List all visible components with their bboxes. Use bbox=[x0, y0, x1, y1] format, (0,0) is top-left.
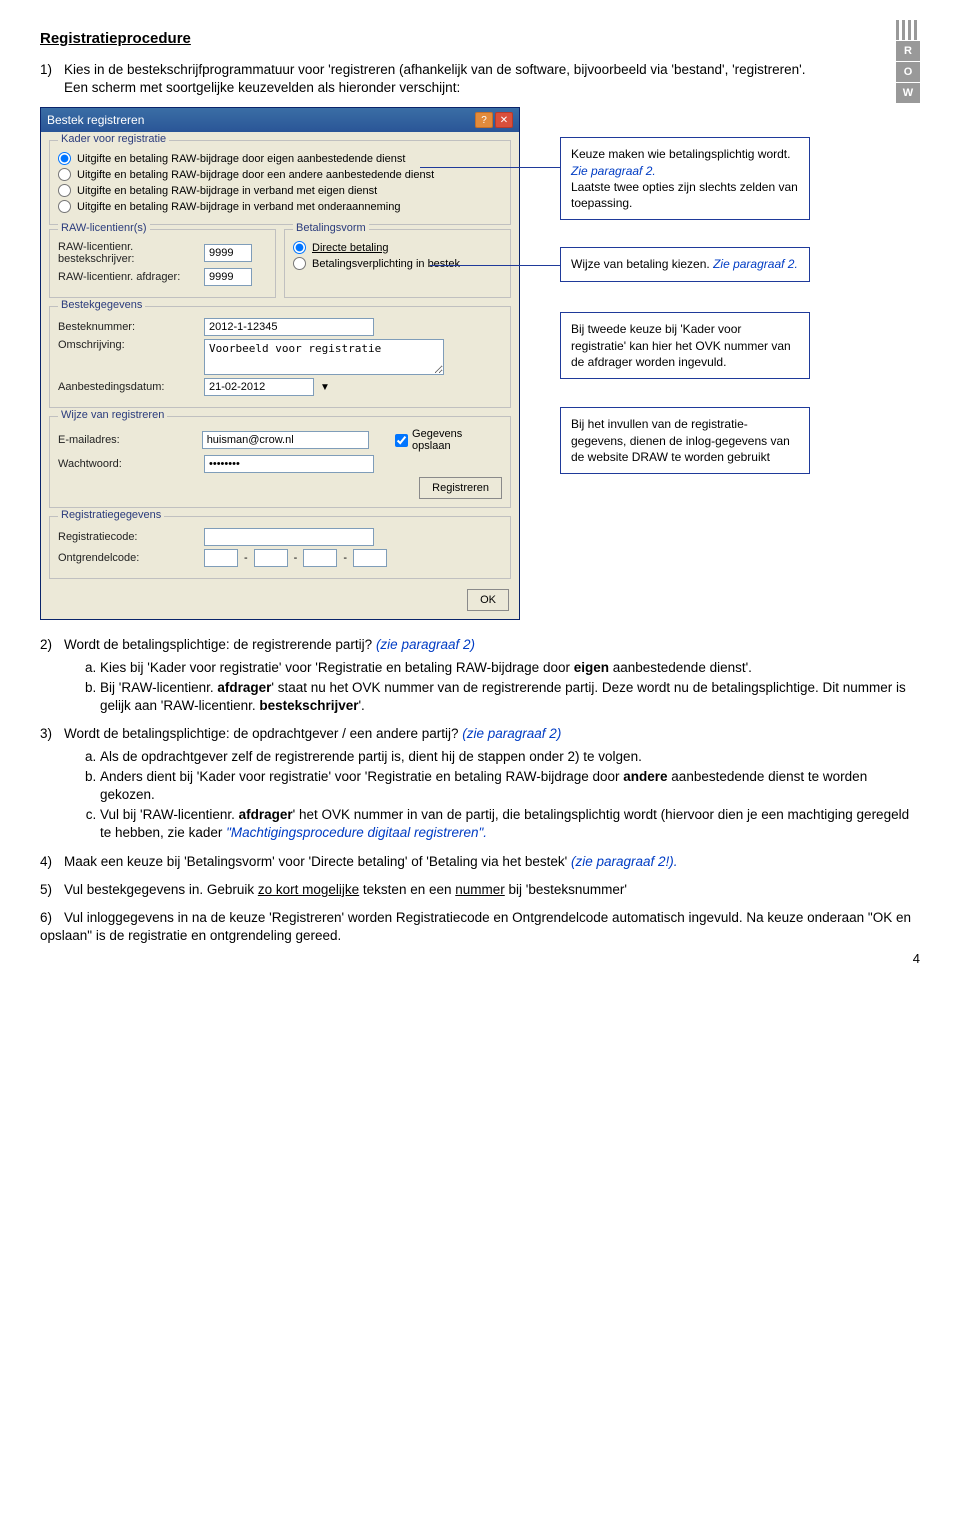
input-ontgrendel-1[interactable] bbox=[204, 549, 238, 567]
label: E-mailadres: bbox=[58, 434, 196, 446]
group-betalingsvorm: Betalingsvorm Directe betaling Betalings… bbox=[284, 229, 511, 298]
radio-opt-4[interactable]: Uitgifte en betaling RAW-bijdrage in ver… bbox=[58, 200, 502, 213]
input-afdrager[interactable] bbox=[204, 268, 252, 286]
step-2: 2)Wordt de betalingsplichtige: de regist… bbox=[40, 636, 920, 715]
leader-2 bbox=[430, 265, 560, 266]
step-4: 4)Maak een keuze bij 'Betalingsvorm' voo… bbox=[40, 853, 920, 871]
group-registratiegegevens: Registratiegegevens Registratiecode: Ont… bbox=[49, 516, 511, 579]
dialog: Bestek registreren ? ✕ Kader voor regist… bbox=[40, 107, 520, 620]
step-2a: Kies bij 'Kader voor registratie' voor '… bbox=[100, 659, 920, 677]
page-title: Registratieprocedure bbox=[40, 30, 920, 47]
group-licentienr: RAW-licentienr(s) RAW-licentienr. bestek… bbox=[49, 229, 276, 298]
callout-3: Bij tweede keuze bij 'Kader voor registr… bbox=[560, 312, 810, 379]
group-bestekgegevens: Bestekgegevens Besteknummer: Omschrijvin… bbox=[49, 306, 511, 408]
input-besteknr[interactable] bbox=[204, 318, 374, 336]
input-ontgrendel-3[interactable] bbox=[303, 549, 337, 567]
step-2b: Bij 'RAW-licentienr. afdrager' staat nu … bbox=[100, 679, 920, 715]
input-email[interactable] bbox=[202, 431, 369, 449]
label: RAW-licentienr. afdrager: bbox=[58, 271, 198, 283]
label: Besteknummer: bbox=[58, 321, 198, 333]
label: Registratiecode: bbox=[58, 531, 198, 543]
checkbox-gegevens-opslaan[interactable]: Gegevens opslaan bbox=[395, 428, 502, 452]
step-5: 5)Vul bestekgegevens in. Gebruik zo kort… bbox=[40, 881, 920, 899]
label: Wachtwoord: bbox=[58, 458, 198, 470]
label: RAW-licentienr. bestekschrijver: bbox=[58, 241, 198, 265]
input-ontgrendel-2[interactable] bbox=[254, 549, 288, 567]
callout-4: Bij het invullen van de registratie-gege… bbox=[560, 407, 810, 474]
group-title: Bestekgegevens bbox=[58, 299, 145, 311]
input-registratiecode[interactable] bbox=[204, 528, 374, 546]
close-icon[interactable]: ✕ bbox=[495, 112, 513, 128]
label: Ontgrendelcode: bbox=[58, 552, 198, 564]
radio-directe[interactable]: Directe betaling bbox=[293, 241, 502, 254]
step-3: 3)Wordt de betalingsplichtige: de opdrac… bbox=[40, 725, 920, 842]
input-omschrijving[interactable] bbox=[204, 339, 444, 375]
group-kader: Kader voor registratie Uitgifte en betal… bbox=[49, 140, 511, 225]
group-title: Kader voor registratie bbox=[58, 133, 169, 145]
radio-opt-1[interactable]: Uitgifte en betaling RAW-bijdrage door e… bbox=[58, 152, 502, 165]
radio-opt-3[interactable]: Uitgifte en betaling RAW-bijdrage in ver… bbox=[58, 184, 502, 197]
label: Aanbestedingsdatum: bbox=[58, 381, 198, 393]
step-3a: Als de opdrachtgever zelf de registreren… bbox=[100, 748, 920, 766]
page-number: 4 bbox=[913, 951, 920, 966]
leader-1 bbox=[420, 167, 560, 168]
radio-verplichting[interactable]: Betalingsverplichting in bestek bbox=[293, 257, 502, 270]
group-title: Betalingsvorm bbox=[293, 222, 369, 234]
input-ontgrendel-4[interactable] bbox=[353, 549, 387, 567]
group-wijze-registreren: Wijze van registreren E-mailadres: Gegev… bbox=[49, 416, 511, 508]
step-3b: Anders dient bij 'Kader voor registratie… bbox=[100, 768, 920, 804]
step-6: 6)Vul inloggegevens in na de keuze 'Regi… bbox=[40, 909, 920, 945]
step-3c: Vul bij 'RAW-licentienr. afdrager' het O… bbox=[100, 806, 920, 842]
ok-button[interactable]: OK bbox=[467, 589, 509, 611]
titlebar: Bestek registreren ? ✕ bbox=[41, 108, 519, 132]
logo: R O W bbox=[896, 20, 920, 104]
input-wachtwoord[interactable] bbox=[204, 455, 374, 473]
group-title: RAW-licentienr(s) bbox=[58, 222, 150, 234]
dialog-screenshot: Bestek registreren ? ✕ Kader voor regist… bbox=[40, 107, 880, 620]
dialog-title: Bestek registreren bbox=[47, 113, 144, 127]
input-bestekschrijver[interactable] bbox=[204, 244, 252, 262]
group-title: Wijze van registreren bbox=[58, 409, 167, 421]
callout-1: Keuze maken wie betalingsplichtig wordt.… bbox=[560, 137, 810, 220]
step-1: 1)Kies in de bestekschrijfprogrammatuur … bbox=[40, 61, 920, 97]
help-icon[interactable]: ? bbox=[475, 112, 493, 128]
group-title: Registratiegegevens bbox=[58, 509, 164, 521]
input-aanbestedingsdatum[interactable] bbox=[204, 378, 314, 396]
radio-opt-2[interactable]: Uitgifte en betaling RAW-bijdrage door e… bbox=[58, 168, 502, 181]
label: Omschrijving: bbox=[58, 339, 198, 351]
callout-2: Wijze van betaling kiezen. Zie paragraaf… bbox=[560, 247, 810, 281]
registreren-button[interactable]: Registreren bbox=[419, 477, 502, 499]
